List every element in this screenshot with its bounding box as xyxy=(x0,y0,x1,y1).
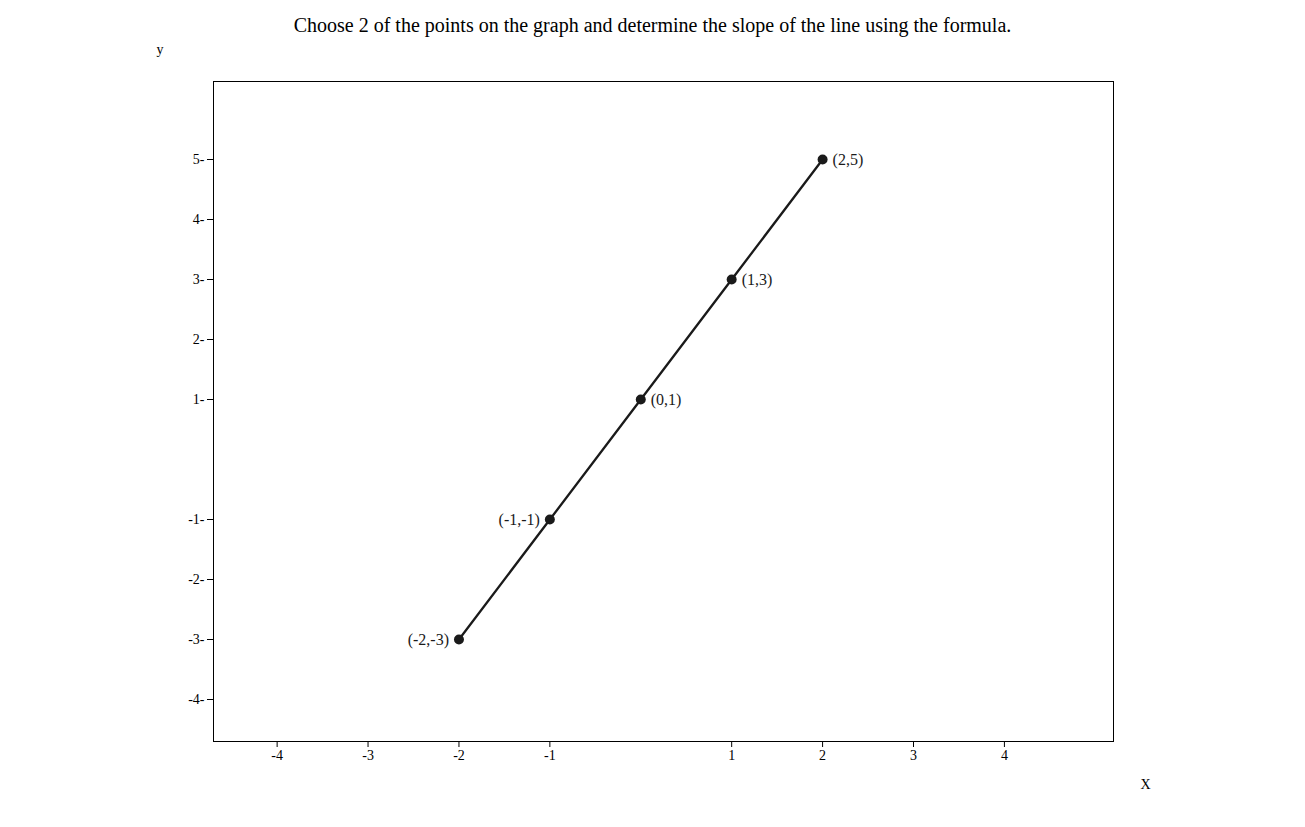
svg-text:2: 2 xyxy=(819,748,826,763)
svg-text:1-: 1- xyxy=(192,392,204,407)
svg-text:(1,3): (1,3) xyxy=(741,271,772,289)
svg-text:-1-: -1- xyxy=(188,512,205,527)
svg-text:-1: -1 xyxy=(544,748,556,763)
svg-text:2-: 2- xyxy=(192,332,204,347)
svg-text:(-1,-1): (-1,-1) xyxy=(498,511,539,529)
svg-text:3-: 3- xyxy=(192,272,204,287)
svg-text:4: 4 xyxy=(1000,748,1007,763)
svg-text:-3-: -3- xyxy=(188,632,205,647)
svg-text:X: X xyxy=(1140,777,1150,792)
html-text:Choose 2 of the points on the: Choose 2 of the points on the graph and … xyxy=(293,14,1012,36)
svg-text:y: y xyxy=(156,42,163,57)
svg-text:1: 1 xyxy=(728,748,735,763)
svg-text:-4: -4 xyxy=(271,748,283,763)
svg-text:-2-: -2- xyxy=(188,572,205,587)
svg-text:-3: -3 xyxy=(362,748,374,763)
svg-text:(-2,-3): (-2,-3) xyxy=(407,631,448,649)
svg-text:-4-: -4- xyxy=(188,692,205,707)
svg-text:4-: 4- xyxy=(192,212,204,227)
svg-text:(0,1): (0,1) xyxy=(650,391,681,409)
svg-text:(2,5): (2,5) xyxy=(832,151,863,169)
svg-text:3: 3 xyxy=(910,748,917,763)
svg-text:5-: 5- xyxy=(192,152,204,167)
svg-text:-2: -2 xyxy=(453,748,465,763)
